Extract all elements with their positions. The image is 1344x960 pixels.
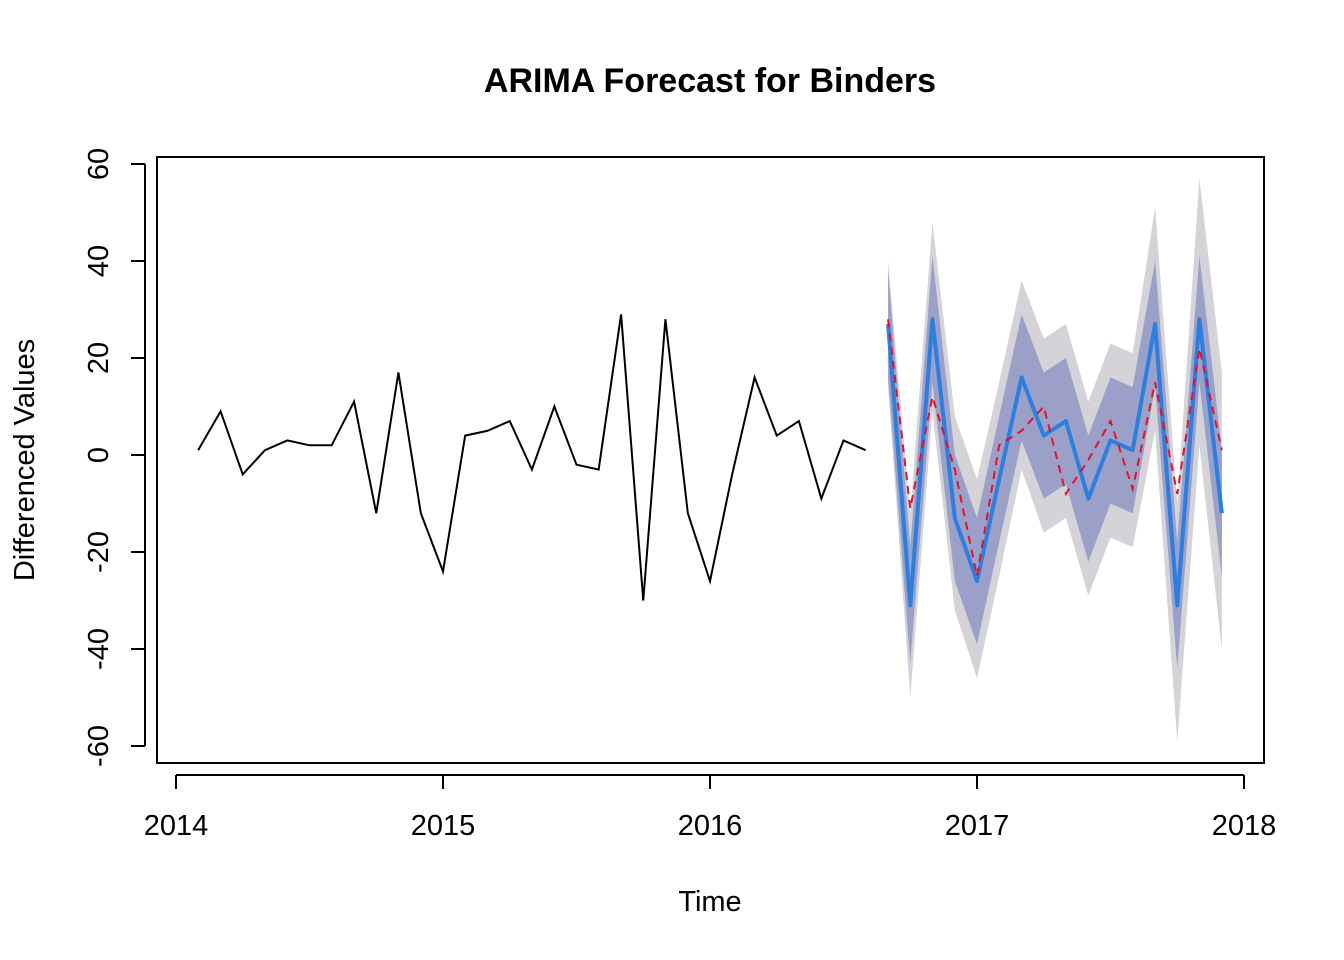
- forecast-mean-line: [886, 317, 1224, 608]
- x-tick-label: 2018: [1212, 810, 1277, 842]
- x-tick-label: 2014: [144, 810, 209, 842]
- axes: 2014 2015 2016 2017 2018 -60 -40 -20 0 20 40 60: [83, 148, 1276, 842]
- observed-series-line: [197, 314, 867, 601]
- actual-values-dashed-line: [887, 319, 1223, 577]
- chart-title: ARIMA Forecast for Binders: [484, 62, 936, 100]
- x-tick-label: 2015: [411, 810, 476, 842]
- plot-frame: [156, 156, 1265, 764]
- y-tick-label: 0: [83, 447, 115, 463]
- y-axis-label: Differenced Values: [9, 339, 41, 581]
- y-tick-label: -60: [83, 725, 115, 767]
- y-tick-label: 40: [83, 245, 115, 277]
- plot-area: [197, 178, 1224, 742]
- x-tick-label: 2016: [678, 810, 743, 842]
- y-tick-label: -20: [83, 531, 115, 573]
- x-axis-label: Time: [678, 886, 741, 918]
- y-tick-label: 20: [83, 342, 115, 374]
- x-tick-label: 2017: [945, 810, 1010, 842]
- y-tick-label: -40: [83, 628, 115, 670]
- y-tick-label: 60: [83, 148, 115, 180]
